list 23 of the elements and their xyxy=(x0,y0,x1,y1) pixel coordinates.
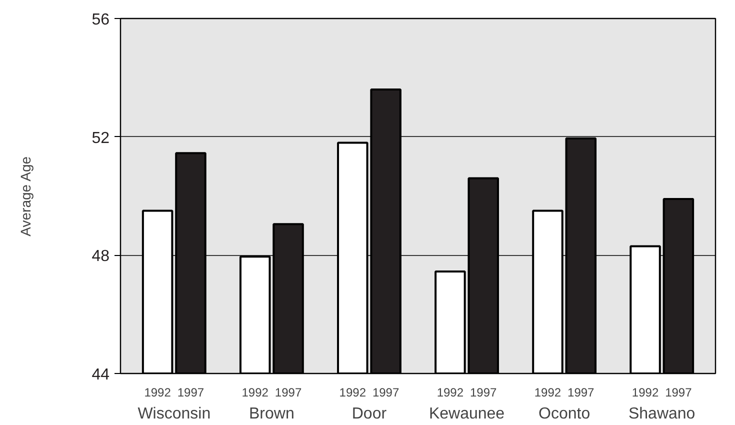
y-tick-label: 48 xyxy=(92,248,110,266)
text: 1997 xyxy=(372,386,400,400)
y-tick-label: 44 xyxy=(92,366,110,384)
x-tick-label: Kewaunee xyxy=(428,406,505,422)
series-label: 1992 xyxy=(144,386,172,400)
y-axis-title: Average Age xyxy=(18,156,34,236)
x-tick-label: Wisconsin xyxy=(138,406,211,422)
text: 1992 xyxy=(339,386,366,400)
text: 1997 xyxy=(274,386,302,400)
x-tick-label: Oconto xyxy=(538,406,590,422)
text: 1997 xyxy=(665,386,692,400)
text: 1997 xyxy=(568,386,594,400)
text: 1992 xyxy=(436,386,464,400)
x-tick-label: Brown xyxy=(249,406,294,422)
text: 1992 xyxy=(534,386,562,400)
text: 1992 xyxy=(632,386,659,400)
y-tick-label: 52 xyxy=(92,130,110,147)
text: 1992 xyxy=(242,386,268,400)
text: 1997 xyxy=(470,386,497,400)
x-tick-label: Door xyxy=(352,406,388,422)
y-tick-label: 56 xyxy=(92,12,110,28)
series-label: 1997 xyxy=(177,386,204,400)
x-tick-label: Shawano xyxy=(628,406,696,422)
